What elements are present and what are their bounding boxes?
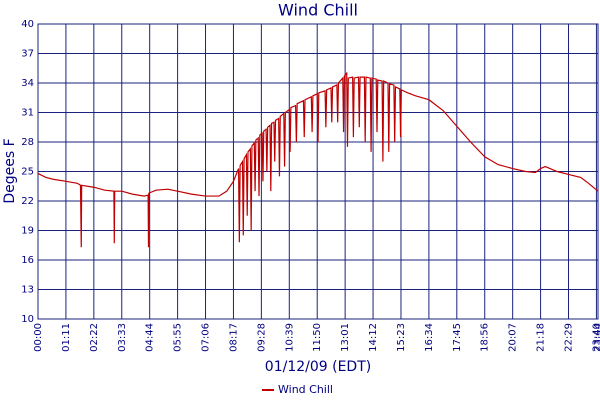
x-tick-label: 20:07 bbox=[508, 323, 519, 352]
x-tick-label: 22:29 bbox=[564, 323, 575, 352]
x-tick-label: 05:55 bbox=[173, 323, 184, 352]
y-tick-label: 40 bbox=[21, 19, 34, 30]
x-axis-label: 01/12/09 (EDT) bbox=[265, 359, 371, 375]
data-line bbox=[37, 71, 599, 248]
x-tick-label: 23:40 bbox=[591, 323, 600, 352]
y-tick-label: 25 bbox=[21, 167, 34, 178]
x-tick-label: 18:56 bbox=[480, 323, 491, 352]
y-tick-label: 10 bbox=[21, 314, 34, 325]
x-tick-label: 11:50 bbox=[312, 323, 323, 352]
y-tick-label: 31 bbox=[21, 108, 34, 119]
legend-label: Wind Chill bbox=[278, 383, 333, 396]
y-tick-label: 22 bbox=[21, 196, 34, 207]
x-tick-label: 13:01 bbox=[340, 323, 351, 352]
y-tick-label: 28 bbox=[21, 137, 34, 148]
y-tick-label: 19 bbox=[21, 226, 34, 237]
x-tick-label: 01:11 bbox=[61, 323, 72, 352]
x-tick-label: 15:23 bbox=[396, 323, 407, 352]
x-tick-label: 10:39 bbox=[284, 323, 295, 352]
y-tick-label: 37 bbox=[21, 49, 34, 60]
x-tick-label: 16:34 bbox=[424, 323, 435, 352]
x-tick-label: 21:18 bbox=[536, 323, 547, 352]
y-tick-label: 13 bbox=[21, 285, 34, 296]
x-tick-label: 08:17 bbox=[228, 323, 239, 352]
x-tick-label: 17:45 bbox=[452, 323, 463, 352]
x-tick-label: 04:44 bbox=[145, 323, 156, 352]
x-tick-label: 14:12 bbox=[368, 323, 379, 352]
x-tick-label: 07:06 bbox=[201, 323, 212, 352]
chart-title: Wind Chill bbox=[278, 1, 358, 20]
y-tick-label: 34 bbox=[21, 78, 34, 89]
y-tick-label: 16 bbox=[21, 255, 34, 266]
x-tick-label: 03:33 bbox=[117, 323, 128, 352]
x-tick-label: 02:22 bbox=[89, 323, 100, 352]
x-tick-label: 23:44 bbox=[593, 323, 600, 352]
x-tick-label: 09:28 bbox=[256, 323, 267, 352]
x-tick-label: 00:00 bbox=[33, 323, 44, 352]
y-axis-label: Degees F bbox=[2, 138, 18, 203]
